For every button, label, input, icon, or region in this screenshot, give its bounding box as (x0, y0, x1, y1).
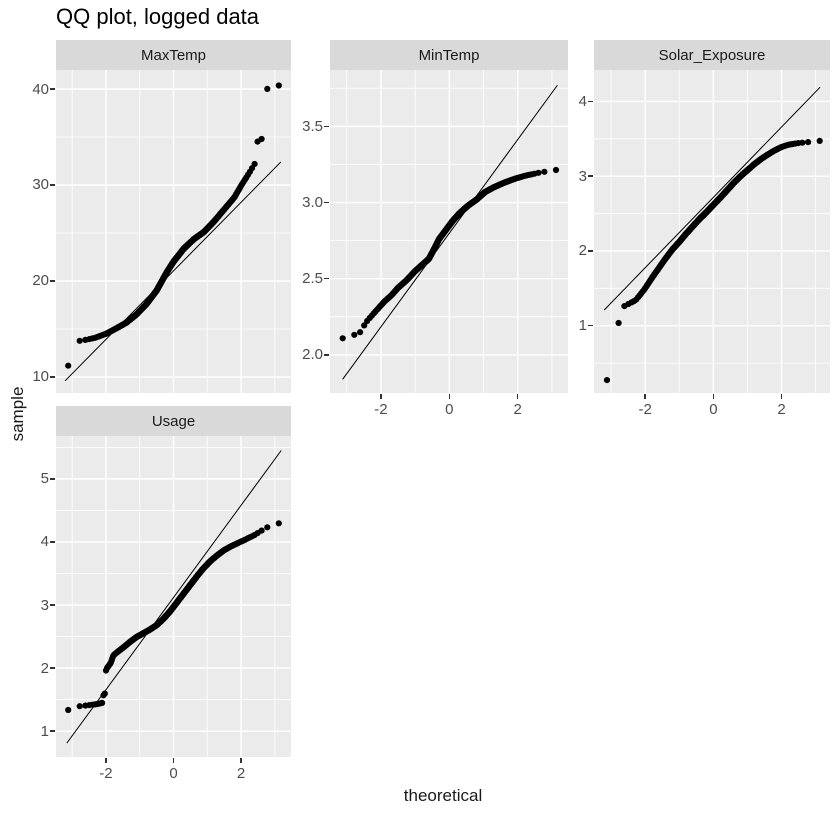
y-tick-label: 40 (32, 80, 49, 98)
facet-panel-MinTemp (330, 70, 568, 393)
y-tick-mark (50, 478, 55, 480)
x-tick-mark (712, 394, 715, 399)
y-tick-label: 10 (32, 368, 49, 386)
y-tick-mark (588, 100, 593, 103)
x-tick-mark (644, 394, 646, 399)
y-tick-mark (324, 277, 329, 280)
facet-panel-Solar_Exposure (594, 70, 830, 393)
qq-points (65, 82, 282, 369)
facet-strip-MinTemp: MinTemp (330, 40, 568, 70)
y-tick-label: 3 (578, 167, 587, 185)
facet-strip-label: Usage (151, 412, 196, 430)
facet-strip-MaxTemp: MaxTemp (56, 40, 291, 70)
x-tick-label: 2 (513, 401, 522, 418)
facet-strip-Usage: Usage (56, 406, 291, 436)
x-tick-label: -2 (374, 401, 388, 418)
y-tick-label: 2 (578, 242, 587, 260)
y-tick-label: 3.5 (302, 117, 323, 135)
qq-points (65, 520, 282, 714)
x-tick-label: -2 (99, 765, 113, 782)
y-tick-mark (324, 125, 329, 128)
y-tick-mark (50, 667, 55, 669)
y-tick-label: 2 (40, 659, 49, 677)
x-tick-label: 2 (777, 401, 786, 418)
x-tick-mark (380, 394, 382, 399)
qq-points (603, 137, 823, 384)
y-tick-mark (588, 175, 593, 177)
y-tick-mark (588, 250, 593, 252)
y-tick-mark (588, 324, 593, 327)
y-tick-mark (50, 280, 55, 282)
x-tick-label: -2 (638, 401, 652, 418)
y-tick-mark (50, 88, 55, 90)
facet-strip-label: MinTemp (418, 46, 480, 64)
y-tick-mark (50, 730, 55, 732)
x-axis-title: theoretical (403, 786, 483, 805)
facet-panel-MaxTemp (56, 70, 291, 393)
y-tick-label: 30 (32, 176, 49, 194)
y-tick-label: 2.0 (302, 346, 323, 364)
y-tick-mark (324, 201, 329, 204)
y-tick-label: 2.5 (302, 270, 323, 288)
facet-strip-label: Solar_Exposure (658, 46, 766, 64)
y-tick-label: 3.0 (302, 194, 323, 212)
y-tick-mark (324, 354, 329, 356)
y-tick-label: 3 (40, 596, 49, 614)
y-tick-label: 4 (578, 92, 587, 110)
x-tick-label: 0 (709, 401, 718, 418)
y-tick-mark (50, 541, 55, 543)
qq-points (339, 166, 560, 342)
x-tick-label: 2 (236, 765, 246, 782)
y-tick-mark (50, 604, 55, 606)
x-tick-mark (105, 758, 107, 763)
y-tick-mark (50, 184, 55, 186)
x-tick-mark (240, 758, 242, 763)
x-tick-label: 0 (445, 401, 454, 418)
x-tick-mark (516, 394, 519, 399)
x-tick-mark (448, 394, 451, 399)
y-tick-label: 5 (40, 470, 49, 488)
y-tick-label: 1 (40, 722, 49, 740)
facet-panel-Usage (56, 436, 291, 757)
y-tick-label: 20 (32, 272, 49, 290)
plot-title: QQ plot, logged data (56, 4, 260, 29)
x-tick-label: 0 (169, 765, 178, 782)
y-tick-label: 4 (40, 533, 49, 551)
facet-strip-label: MaxTemp (140, 46, 207, 64)
y-tick-mark (50, 376, 55, 378)
facet-strip-Solar_Exposure: Solar_Exposure (594, 40, 830, 70)
x-tick-mark (172, 758, 175, 763)
y-tick-label: 1 (578, 317, 587, 335)
x-tick-mark (780, 394, 783, 399)
